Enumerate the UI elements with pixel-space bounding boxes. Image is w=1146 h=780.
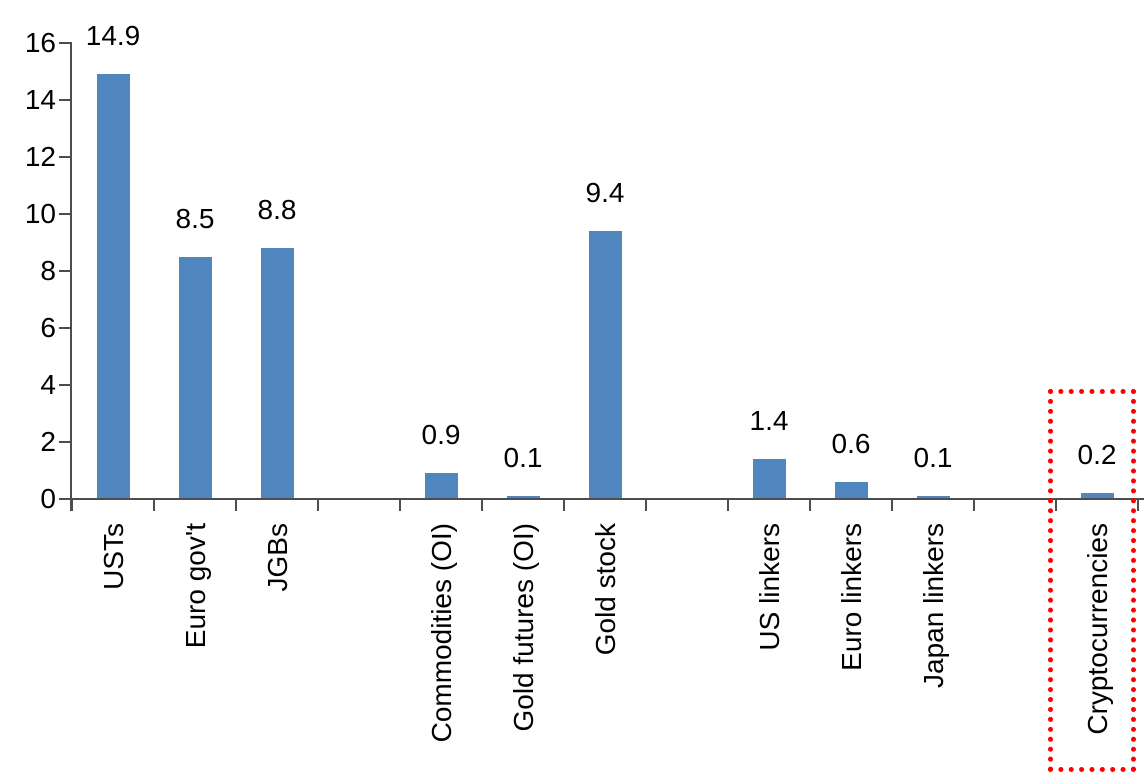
x-axis-tick: [973, 498, 975, 511]
x-axis-tick: [1137, 498, 1139, 511]
x-axis-tick: [645, 498, 647, 511]
x-axis-tick: [153, 498, 155, 511]
category-label: JGBs: [262, 523, 293, 592]
bar: [753, 459, 786, 498]
bar: [97, 74, 130, 498]
bar-value-label: 0.2: [1077, 439, 1117, 470]
highlight-box: [1048, 389, 1136, 772]
y-tick-label: 16: [24, 27, 56, 58]
y-axis-tick: [59, 498, 70, 500]
bar: [179, 257, 212, 498]
y-axis-tick: [59, 270, 70, 272]
x-axis-tick: [727, 498, 729, 511]
bar-value-label: 9.4: [585, 177, 625, 208]
y-axis-tick: [59, 327, 70, 329]
y-tick-label: 2: [40, 426, 56, 457]
bar-value-label: 0.1: [913, 442, 953, 473]
bar: [1081, 493, 1114, 498]
bar-value-label: 8.8: [257, 194, 297, 225]
category-label: Euro gov't: [180, 523, 211, 649]
bar: [835, 482, 868, 498]
bar-value-label: 1.4: [749, 405, 789, 436]
x-axis-tick: [481, 498, 483, 511]
y-tick-label: 0: [40, 483, 56, 514]
category-label: Gold stock: [590, 523, 621, 656]
bar-value-label: 0.9: [421, 419, 461, 450]
x-axis-tick: [563, 498, 565, 511]
y-tick-label: 14: [24, 84, 56, 115]
x-axis-tick: [891, 498, 893, 511]
x-axis-tick: [809, 498, 811, 511]
y-axis-tick: [59, 42, 70, 44]
category-label: Japan linkers: [918, 523, 949, 688]
bar-value-label: 0.1: [503, 442, 543, 473]
x-axis-tick: [235, 498, 237, 511]
bar: [261, 248, 294, 498]
category-label: Euro linkers: [836, 523, 867, 671]
category-label: US linkers: [754, 523, 785, 651]
y-tick-label: 12: [24, 141, 56, 172]
category-label: Commodities (OI): [426, 523, 457, 743]
y-axis-tick: [59, 156, 70, 158]
x-axis-tick: [399, 498, 401, 511]
bar-value-label: 8.5: [175, 203, 215, 234]
x-axis-tick: [317, 498, 319, 511]
bar: [507, 496, 540, 498]
y-axis-line: [70, 42, 72, 511]
y-tick-label: 4: [40, 369, 56, 400]
x-axis-line: [70, 498, 1144, 500]
y-axis-tick: [59, 384, 70, 386]
category-label: Gold futures (OI): [508, 523, 539, 732]
y-tick-label: 6: [40, 312, 56, 343]
x-axis-tick: [1055, 498, 1057, 511]
bar: [589, 231, 622, 498]
bar: [425, 473, 458, 498]
category-label: USTs: [98, 523, 129, 590]
y-axis-tick: [59, 213, 70, 215]
bar-value-label: 0.6: [831, 428, 871, 459]
y-tick-label: 10: [24, 198, 56, 229]
bar: [917, 496, 950, 498]
bar-value-label: 14.9: [85, 20, 141, 51]
y-tick-label: 8: [40, 255, 56, 286]
y-axis-tick: [59, 99, 70, 101]
x-axis-tick: [71, 498, 73, 511]
y-axis-tick: [59, 441, 70, 443]
